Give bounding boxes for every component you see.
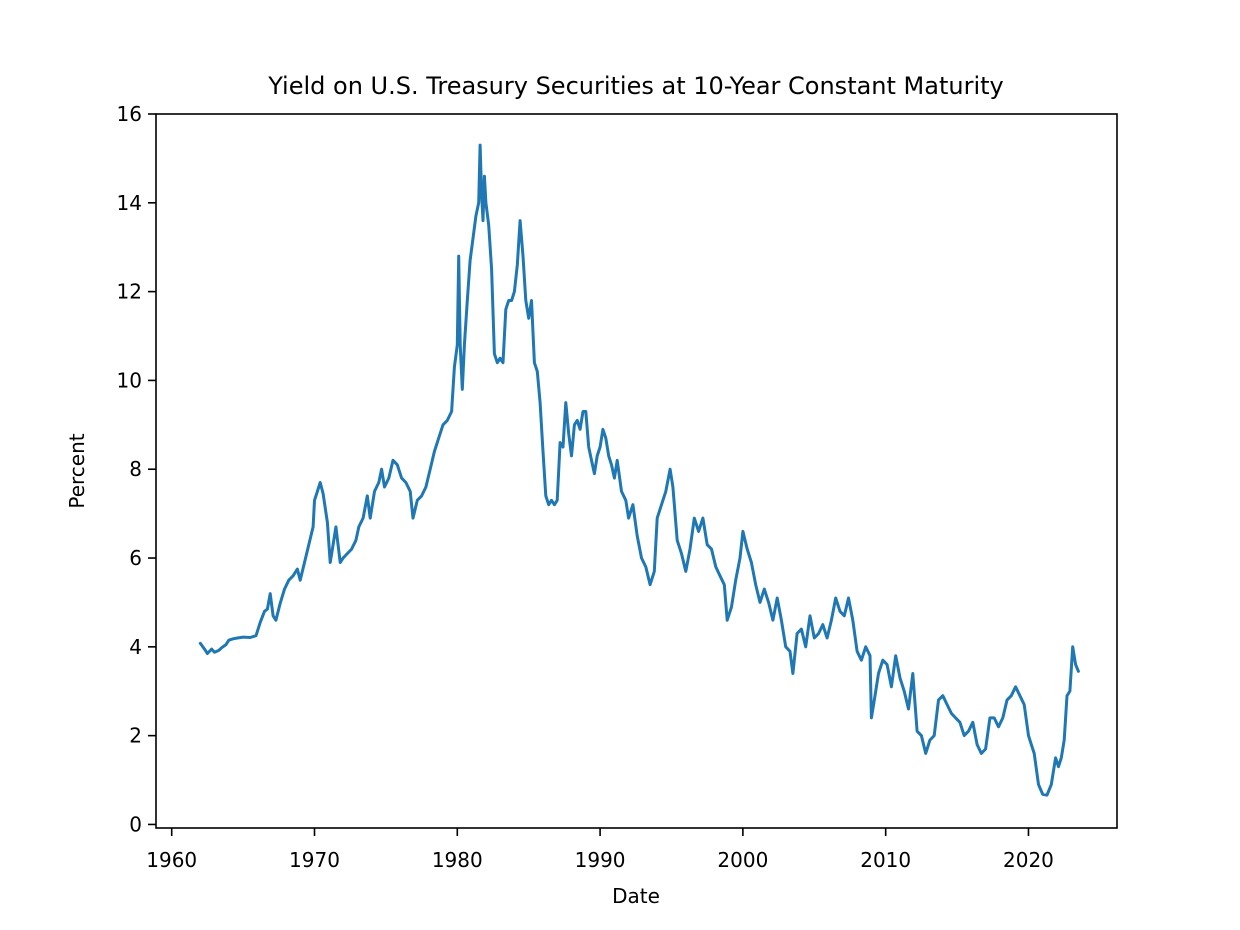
x-tick-label: 1990 [575, 848, 626, 872]
y-tick-label: 0 [129, 812, 142, 836]
x-tick-label: 1980 [432, 848, 483, 872]
y-tick-label: 2 [129, 724, 142, 748]
y-axis: 0 2 4 6 8 10 12 14 16 [117, 102, 156, 836]
y-tick-label: 12 [117, 280, 142, 304]
y-tick-label: 16 [117, 102, 142, 126]
y-tick-label: 10 [117, 368, 142, 392]
y-tick-label: 6 [129, 546, 142, 570]
plot-area [198, 143, 1080, 797]
x-tick-label: 2020 [1003, 848, 1054, 872]
x-tick-label: 2000 [717, 848, 768, 872]
series-line-0 [198, 143, 1080, 797]
x-axis-label: Date [612, 884, 660, 908]
x-axis: 1960 1970 1980 1990 2000 2010 2020 [146, 828, 1054, 872]
x-tick-label: 2010 [860, 848, 911, 872]
y-tick-label: 14 [117, 191, 142, 215]
x-tick-label: 1960 [146, 848, 197, 872]
y-axis-label: Percent [65, 433, 89, 508]
y-tick-label: 4 [129, 635, 142, 659]
y-tick-label: 8 [129, 457, 142, 481]
x-tick-label: 1970 [289, 848, 340, 872]
chart-title: Yield on U.S. Treasury Securities at 10-… [267, 72, 1004, 100]
axes-frame [155, 113, 1118, 829]
